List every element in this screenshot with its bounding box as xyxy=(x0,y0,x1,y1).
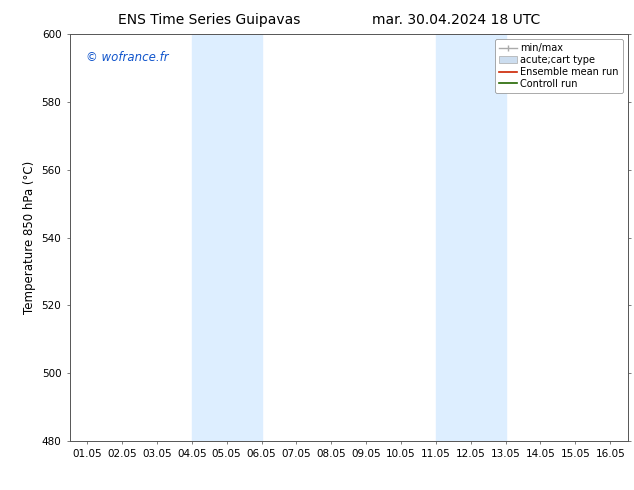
Legend: min/max, acute;cart type, Ensemble mean run, Controll run: min/max, acute;cart type, Ensemble mean … xyxy=(495,39,623,93)
Text: mar. 30.04.2024 18 UTC: mar. 30.04.2024 18 UTC xyxy=(372,13,541,27)
Y-axis label: Temperature 850 hPa (°C): Temperature 850 hPa (°C) xyxy=(23,161,36,314)
Bar xyxy=(436,34,506,441)
Bar xyxy=(191,34,261,441)
Text: © wofrance.fr: © wofrance.fr xyxy=(86,50,169,64)
Text: ENS Time Series Guipavas: ENS Time Series Guipavas xyxy=(118,13,301,27)
